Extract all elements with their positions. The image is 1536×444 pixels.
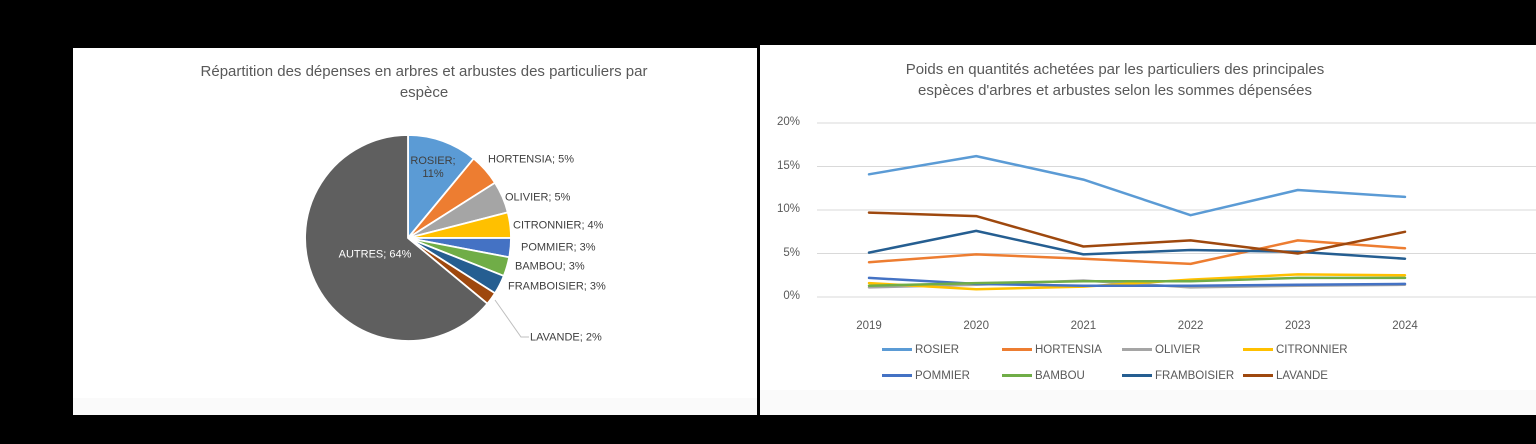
series-line-citronnier [867,273,1407,291]
pie-slice-rosier [407,134,475,239]
line-chart-panel: Poids en quantités achetées par les part… [760,45,1536,415]
series-line-bambou [867,276,1407,287]
series-line-framboisier [867,229,1407,260]
line-chart [817,122,1536,298]
line-chart-title-line1: Poids en quantités achetées par les part… [905,61,1325,78]
pie-chart-title: Répartition des dépenses en arbres et ar… [73,61,757,103]
pie-slice-autres [304,134,489,342]
pie-chart-panel: Répartition des dépenses en arbres et ar… [73,48,757,415]
line-panel-footer-strip [760,390,1536,415]
pie-panel-footer-strip [73,398,757,415]
pie-chart-title-line2: espèce [399,84,449,101]
line-chart-title-line2: espèces d'arbres et arbustes selon les s… [918,82,1312,99]
series-line-lavande [867,211,1407,255]
series-line-hortensia [867,239,1407,266]
line-chart-title: Poids en quantités achetées par les part… [760,59,1536,101]
series-line-rosier [867,154,1407,217]
pie-leader-line-lavande [494,299,529,338]
pie-chart [304,134,529,342]
pie-chart-title-line1: Répartition des dépenses en arbres et ar… [200,63,648,80]
